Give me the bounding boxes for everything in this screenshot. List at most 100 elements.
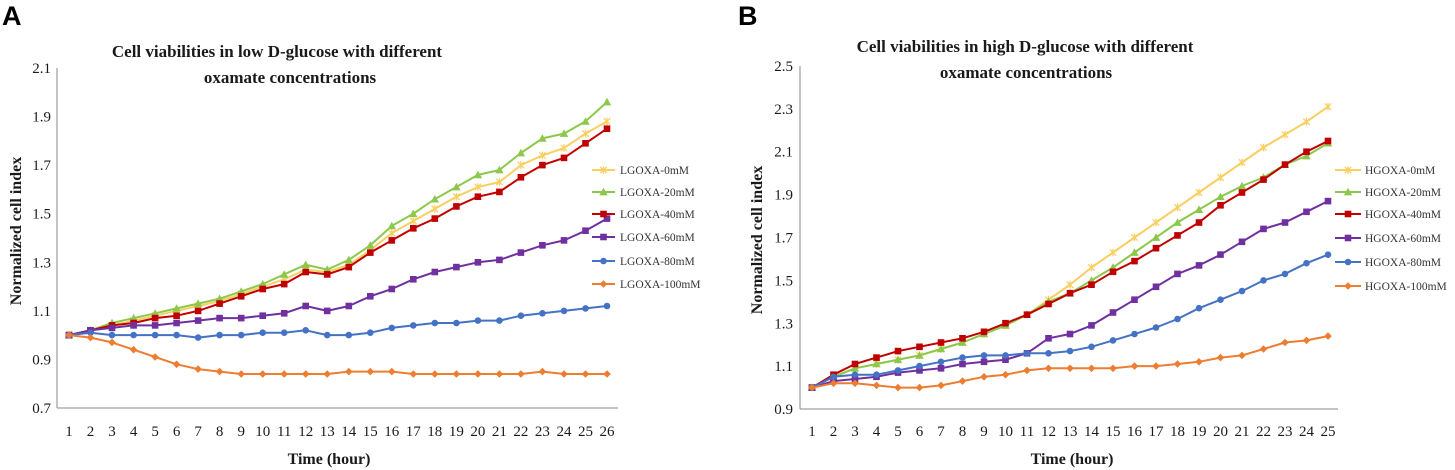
chart-b-series-hgoxa-40mm-point-12 xyxy=(1045,300,1052,308)
chart-b-series-hgoxa-80mm-point-16 xyxy=(1131,330,1138,338)
chart-b-series-hgoxa-100mm-point-14 xyxy=(1087,364,1096,373)
chart-b-legend-marker-hgoxa-0mm xyxy=(1344,166,1352,174)
chart-b-xtick-label-24: 24 xyxy=(1299,424,1315,440)
chart-a-series-lgoxa-20mm-point-12 xyxy=(301,260,310,269)
chart-a-series-lgoxa-100mm-point-17 xyxy=(409,370,418,378)
chart-b-series-hgoxa-20mm-point-19 xyxy=(1194,205,1204,213)
chart-b-ytick-label-1.3: 1.3 xyxy=(774,316,793,332)
chart-a-series-lgoxa-20mm-point-10 xyxy=(258,279,267,288)
chart-a-xtick-label-3: 3 xyxy=(108,424,116,440)
chart-a-series-lgoxa-40mm-point-10 xyxy=(259,285,266,293)
chart-a-series-lgoxa-80mm-point-3 xyxy=(108,331,116,339)
chart-a-xtick-label-23: 23 xyxy=(535,424,550,440)
chart-a-legend-label-lgoxa-80mm: LGOXA-80mM xyxy=(620,256,695,268)
chart-b-xtick-label-20: 20 xyxy=(1213,424,1228,440)
chart-a-series-lgoxa-20mm-point-16 xyxy=(387,221,396,230)
chart-b-series-hgoxa-100mm-point-13 xyxy=(1066,364,1074,373)
chart-a-legend-item-lgoxa-20mm: LGOXA-20mM xyxy=(592,187,695,199)
chart-a-series-lgoxa-100mm-point-19 xyxy=(452,370,461,378)
chart-a-series-lgoxa-80mm-point-13 xyxy=(323,331,331,339)
chart-b-series-hgoxa-0mm-point-13 xyxy=(1066,280,1074,289)
chart-a-series-lgoxa-100mm xyxy=(65,331,611,378)
chart-a-series-lgoxa-80mm xyxy=(65,302,611,341)
chart-a-series-lgoxa-80mm-point-10 xyxy=(259,329,267,337)
chart-b-series-hgoxa-60mm-point-10 xyxy=(1002,356,1009,363)
chart-a-series-lgoxa-60mm-point-13 xyxy=(323,307,331,315)
chart-b-series-hgoxa-100mm-point-22 xyxy=(1259,345,1268,353)
chart-a-series-lgoxa-100mm-point-3 xyxy=(108,338,116,347)
chart-b-legend-label-hgoxa-40mm: HGOXA-40mM xyxy=(1365,209,1441,221)
chart-a-series-lgoxa-20mm-point-20 xyxy=(473,170,483,179)
chart-a-series-lgoxa-80mm-point-4 xyxy=(130,331,137,339)
chart-b-xtick-label-8: 8 xyxy=(959,424,967,440)
chart-b-series-hgoxa-40mm-point-4 xyxy=(873,354,880,361)
chart-b-ytick-label-1.5: 1.5 xyxy=(774,273,793,289)
chart-a-title-line-2: oxamate concentrations xyxy=(204,68,377,87)
chart-a-series-lgoxa-100mm-point-22 xyxy=(517,370,525,378)
chart-a-legend-item-lgoxa-0mm: LGOXA-0mM xyxy=(592,165,689,177)
chart-a-series-lgoxa-0mm-line xyxy=(68,120,608,337)
chart-a-series-lgoxa-60mm-point-12 xyxy=(302,302,309,310)
chart-a-xtick-label-14: 14 xyxy=(341,424,357,440)
chart-a-series-lgoxa-80mm-point-6 xyxy=(173,331,180,339)
chart-b-plot-area: 0.91.11.31.51.71.92.12.32.51 2 3 4 5 6 7 8 9 10 11… xyxy=(774,59,1338,440)
chart-b-series-hgoxa-80mm-point-18 xyxy=(1174,315,1181,323)
chart-a-legend-marker-lgoxa-60mm xyxy=(600,233,607,241)
chart-a-legend-label-lgoxa-0mm: LGOXA-0mM xyxy=(620,165,689,177)
chart-a-series-lgoxa-100mm-point-14 xyxy=(345,367,353,376)
chart-a-xtick-label-21: 21 xyxy=(492,424,507,440)
chart-a-legend-label-lgoxa-40mm: LGOXA-40mM xyxy=(620,209,695,221)
chart-a-series-lgoxa-80mm-point-24 xyxy=(560,307,568,315)
chart-a-series-lgoxa-20mm-point-22 xyxy=(516,148,526,157)
chart-a-xtick-label-16: 16 xyxy=(384,424,400,440)
chart-a-series-lgoxa-20mm-point-9 xyxy=(237,287,246,295)
chart-a-legend-item-lgoxa-80mm: LGOXA-80mM xyxy=(592,256,695,268)
chart-b-xtick-label-6: 6 xyxy=(916,424,924,440)
chart-a-series-lgoxa-40mm-point-13 xyxy=(323,271,331,278)
chart-b-series-hgoxa-0mm-point-18 xyxy=(1173,203,1182,212)
chart-b-series-hgoxa-80mm-point-2 xyxy=(830,373,837,381)
chart-a-series-lgoxa-0mm-point-24 xyxy=(560,144,568,152)
chart-a-series-lgoxa-80mm-line xyxy=(68,305,608,339)
chart-b-legend-marker-hgoxa-40mm xyxy=(1344,210,1352,218)
chart-a-series-lgoxa-40mm-point-19 xyxy=(453,203,460,210)
chart-b-ytick-label-0.9: 0.9 xyxy=(774,402,793,418)
chart-b-series-hgoxa-20mm-point-18 xyxy=(1173,218,1182,226)
chart-b-series-hgoxa-40mm-point-5 xyxy=(894,347,902,355)
chart-b-xtick-label-21: 21 xyxy=(1235,424,1250,440)
chart-b-series-hgoxa-60mm-point-18 xyxy=(1174,270,1181,278)
chart-a-series-lgoxa-60mm-point-21 xyxy=(496,256,503,264)
chart-a-series-lgoxa-60mm-point-19 xyxy=(453,263,460,271)
chart-b-series-hgoxa-60mm-point-22 xyxy=(1260,225,1267,233)
chart-b-series-hgoxa-20mm-point-3 xyxy=(850,364,860,372)
chart-a-series-lgoxa-100mm-point-24 xyxy=(560,370,568,378)
chart-b-legend-marker-hgoxa-20mm xyxy=(1343,187,1353,196)
chart-a-series-lgoxa-60mm-point-22 xyxy=(517,249,525,256)
chart-b-legend-label-hgoxa-80mm: HGOXA-80mM xyxy=(1365,257,1441,269)
chart-b-series-hgoxa-100mm-point-25 xyxy=(1324,332,1332,340)
chart-b-series-hgoxa-80mm-point-22 xyxy=(1260,277,1267,284)
chart-b-series-hgoxa-100mm-point-18 xyxy=(1173,360,1182,368)
chart-a-series-lgoxa-20mm-point-7 xyxy=(193,299,203,307)
chart-a-xtick-label-12: 12 xyxy=(298,424,313,440)
chart-a-series-lgoxa-80mm-point-12 xyxy=(302,327,310,334)
chart-a-series-lgoxa-0mm-point-22 xyxy=(517,161,525,169)
chart-a-legend-item-lgoxa-40mm: LGOXA-40mM xyxy=(592,209,695,221)
chart-a-ytick-label-2.1: 2.1 xyxy=(32,61,51,77)
chart-b-xtick-label-9: 9 xyxy=(980,424,988,440)
chart-a-xtick-label-10: 10 xyxy=(255,424,270,440)
chart-b-series-hgoxa-0mm-point-21 xyxy=(1238,158,1246,167)
chart-b-series-hgoxa-80mm-point-17 xyxy=(1152,324,1160,331)
chart-b-legend-item-hgoxa-60mm: HGOXA-60mM xyxy=(1335,233,1441,245)
chart-b-series-hgoxa-100mm-point-15 xyxy=(1109,364,1117,373)
chart-a-series-lgoxa-60mm-point-14 xyxy=(345,302,353,310)
chart-a-series-lgoxa-0mm-point-20 xyxy=(474,183,482,191)
chart-b-xtick-label-7: 7 xyxy=(937,424,945,440)
chart-b-series-hgoxa-40mm-point-20 xyxy=(1217,202,1224,209)
chart-a-series-lgoxa-100mm-point-8 xyxy=(215,367,224,376)
chart-a-series-lgoxa-20mm-point-26 xyxy=(602,97,612,106)
chart-a-series-lgoxa-40mm-point-24 xyxy=(560,154,568,162)
chart-b-series-hgoxa-60mm-point-23 xyxy=(1281,219,1289,226)
chart-b-series-hgoxa-40mm-point-13 xyxy=(1066,289,1074,297)
chart-a-ytick-label-1.3: 1.3 xyxy=(32,255,51,271)
